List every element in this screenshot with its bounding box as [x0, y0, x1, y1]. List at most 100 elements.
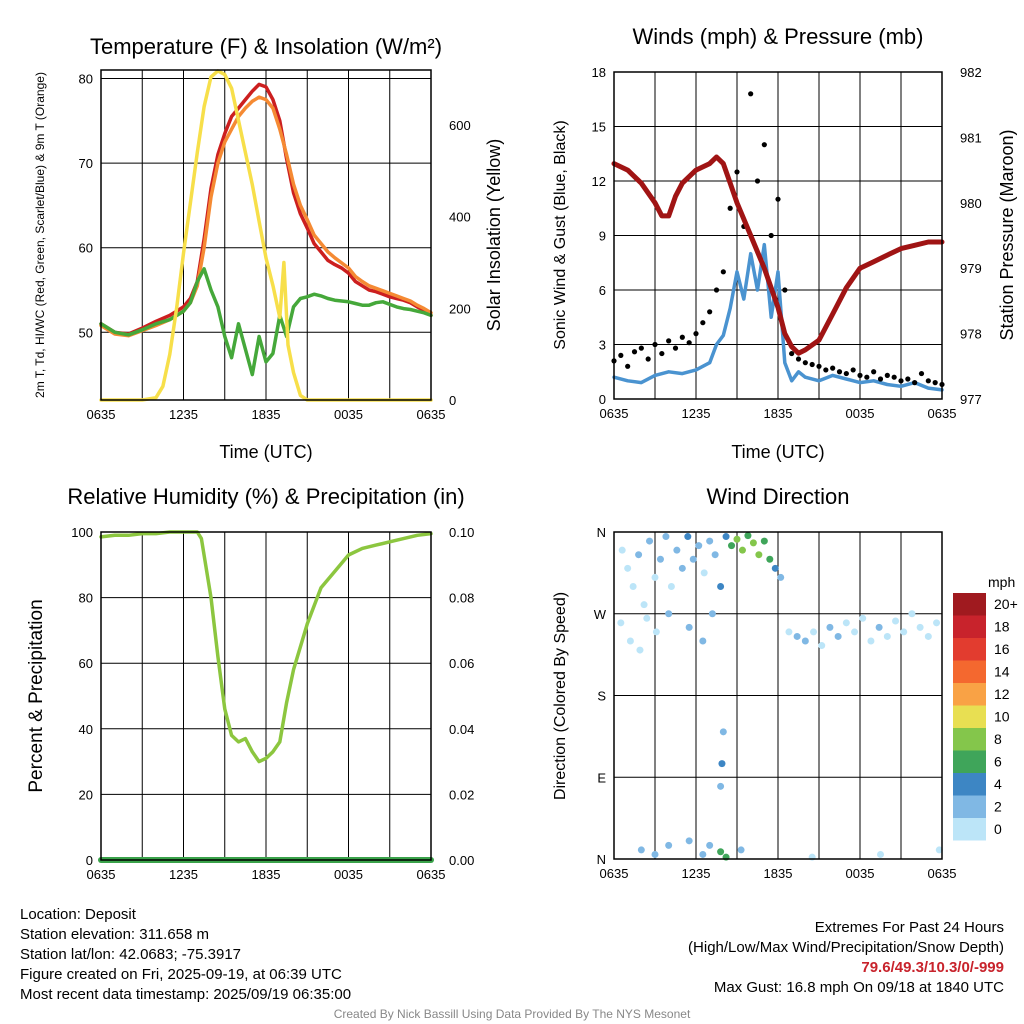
winds-y2label: Station Pressure (Maroon): [997, 129, 1017, 340]
x-tick-label: 0635: [417, 407, 446, 422]
y2-tick-label: 981: [960, 130, 982, 145]
direction-point: [818, 642, 826, 650]
gust-point: [631, 349, 638, 355]
legend-swatch: [953, 818, 986, 841]
gust-point: [884, 372, 890, 378]
direction-point: [916, 623, 924, 631]
temperature-title: Temperature (F) & Insolation (W/m²): [90, 34, 442, 59]
y2-tick-label: 982: [960, 65, 982, 80]
x-tick-label: 0635: [417, 867, 446, 882]
legend-label: 20+: [994, 596, 1018, 612]
gust-point: [843, 370, 849, 377]
gust-point: [672, 345, 679, 351]
direction-point: [662, 533, 670, 541]
legend-swatch: [953, 660, 986, 683]
y-tick-label: 80: [79, 71, 93, 86]
direction-point: [733, 535, 741, 543]
temperature-y2label: Solar Insolation (Yellow): [484, 139, 504, 331]
humidity-ylabel: Percent & Precipitation: [26, 599, 47, 792]
gust-point: [768, 232, 774, 239]
direction-point: [717, 782, 725, 790]
x-tick-label: 0035: [334, 867, 363, 882]
gust-point: [700, 320, 706, 326]
y-tick-label: S: [597, 689, 606, 704]
winds-series: [611, 91, 945, 392]
direction-title: Wind Direction: [706, 484, 849, 509]
gust-point: [761, 142, 767, 148]
gust-point: [823, 367, 829, 373]
gust-point: [789, 350, 795, 357]
humidity-plot-frame: [100, 531, 432, 861]
direction-point: [651, 573, 659, 581]
legend-label: 14: [994, 664, 1010, 680]
direction-point: [826, 623, 834, 631]
x-tick-label: 0635: [928, 406, 957, 421]
extremes-title: Extremes For Past 24 Hours: [814, 919, 1004, 936]
x-tick-label: 1235: [169, 867, 198, 882]
gust-point: [816, 363, 822, 369]
y-tick-label: 6: [599, 283, 606, 298]
elevation-text: Station elevation: 311.658 m: [20, 926, 210, 943]
temperature-ylabel: 2m T, Td, HI/WC (Red, Green, Scarlet/Blu…: [33, 72, 47, 398]
direction-point: [875, 623, 883, 631]
x-tick-label: 1835: [764, 866, 793, 881]
direction-point: [685, 837, 693, 845]
direction-point: [834, 632, 842, 640]
legend-label: 4: [994, 776, 1002, 792]
direction-point: [699, 637, 707, 645]
legend-label: 8: [994, 731, 1002, 747]
y-tick-label: 0: [599, 392, 606, 407]
temperature-series: [99, 69, 433, 402]
x-tick-label: 1835: [252, 867, 281, 882]
latlon-text: Station lat/lon: 42.0683; -75.3917: [20, 946, 242, 963]
y2-tick-label: 0.10: [449, 525, 474, 540]
gust-point: [645, 356, 651, 362]
legend-label: 12: [994, 686, 1010, 702]
x-tick-label: 0635: [87, 867, 116, 882]
direction-point: [867, 637, 875, 645]
gust-point: [748, 91, 754, 97]
x-tick-label: 1835: [764, 406, 793, 421]
x-tick-label: 0635: [928, 866, 957, 881]
max-gust-text: Max Gust: 16.8 mph On 09/18 at 1840 UTC: [713, 979, 1004, 996]
y-tick-label: 0: [86, 853, 93, 868]
gust-point: [707, 309, 713, 315]
gust-point: [754, 178, 761, 184]
direction-point: [777, 573, 785, 581]
x-tick-label: 1235: [682, 866, 711, 881]
winds-tick-labels: 0635 1235 1835 0035 063503691215189779789799…: [592, 65, 982, 421]
direction-point: [678, 564, 686, 572]
y2-tick-label: 0.02: [449, 787, 474, 802]
direction-point: [877, 850, 884, 858]
gust-point: [857, 372, 863, 378]
x-tick-label: 0035: [846, 866, 875, 881]
y-tick-label: 9: [599, 229, 606, 244]
gust-point: [720, 269, 726, 275]
y2-tick-label: 977: [960, 392, 982, 407]
gust-point: [795, 356, 802, 362]
legend-swatch: [953, 615, 986, 638]
gust-point: [932, 380, 938, 386]
direction-point: [760, 537, 768, 545]
temperature-gridlines: [101, 70, 431, 400]
gust-point: [912, 380, 918, 386]
direction-point: [665, 610, 673, 618]
legend-label: 16: [994, 641, 1010, 657]
gust-point: [666, 338, 672, 344]
speed-color-legend: mph 20+ 18 16 14 12 10 8 6 4 2 0: [953, 574, 1018, 841]
humidity-tick-labels: 0635 1235 1835 0035 06350204060801000.000.02…: [71, 525, 474, 882]
gust-point: [850, 367, 856, 373]
gust-point: [618, 352, 624, 358]
direction-point: [801, 637, 809, 645]
direction-point: [924, 632, 932, 640]
legend-swatch: [953, 683, 986, 706]
temperature-tick-labels: 0635 1235 1835 0035 0635 50 60 70 80 0 200 400 600: [79, 71, 471, 422]
gust-point: [891, 374, 897, 380]
gust-point: [679, 334, 685, 340]
created-text: Figure created on Fri, 2025-09-19, at 06…: [20, 966, 342, 983]
legend-swatch: [953, 795, 986, 818]
winds-ylabel: Sonic Wind & Gust (Blue, Black): [552, 120, 569, 349]
y-tick-label: W: [594, 607, 607, 622]
direction-point: [640, 601, 648, 609]
winds-plot-frame: [613, 71, 943, 400]
